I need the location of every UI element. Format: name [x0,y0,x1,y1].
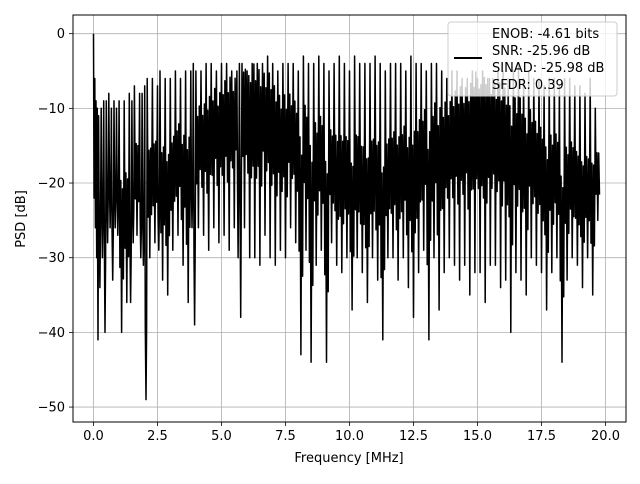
x-ticks: 0.0 2.5 5.0 7.5 10.0 12.5 15.0 17.5 20.0 [83,422,620,444]
x-axis-label: Frequency [MHz] [294,451,403,466]
y-axis-label: PSD [dB] [14,190,29,248]
y-tick-label: −20 [38,177,65,192]
psd-series-line [92,33,601,401]
legend-entry-sinad: SINAD: -25.98 dB [492,61,604,76]
legend-box [447,21,618,97]
x-tick-label: 17.5 [527,429,556,444]
series-layer [92,33,601,401]
legend: ENOB: -4.61 bits SNR: -25.96 dB SINAD: -… [447,21,618,97]
y-tick-label: −10 [38,102,65,117]
x-tick-label: 20.0 [591,429,620,444]
y-ticks: 0 −10 −20 −30 −40 −50 [38,27,73,416]
legend-entry-enob: ENOB: -4.61 bits [492,27,599,42]
y-tick-label: 0 [57,27,65,42]
y-tick-label: −40 [38,326,65,341]
x-tick-label: 7.5 [275,429,296,444]
y-tick-label: −50 [38,401,65,416]
x-tick-label: 0.0 [83,429,104,444]
legend-entry-sfdr: SFDR: 0.39 [492,78,564,93]
y-tick-label: −30 [38,251,65,266]
x-tick-label: 12.5 [399,429,428,444]
x-tick-label: 15.0 [463,429,492,444]
x-tick-label: 5.0 [211,429,232,444]
legend-entry-snr: SNR: -25.96 dB [492,44,590,59]
x-tick-label: 10.0 [335,429,364,444]
x-tick-label: 2.5 [147,429,168,444]
